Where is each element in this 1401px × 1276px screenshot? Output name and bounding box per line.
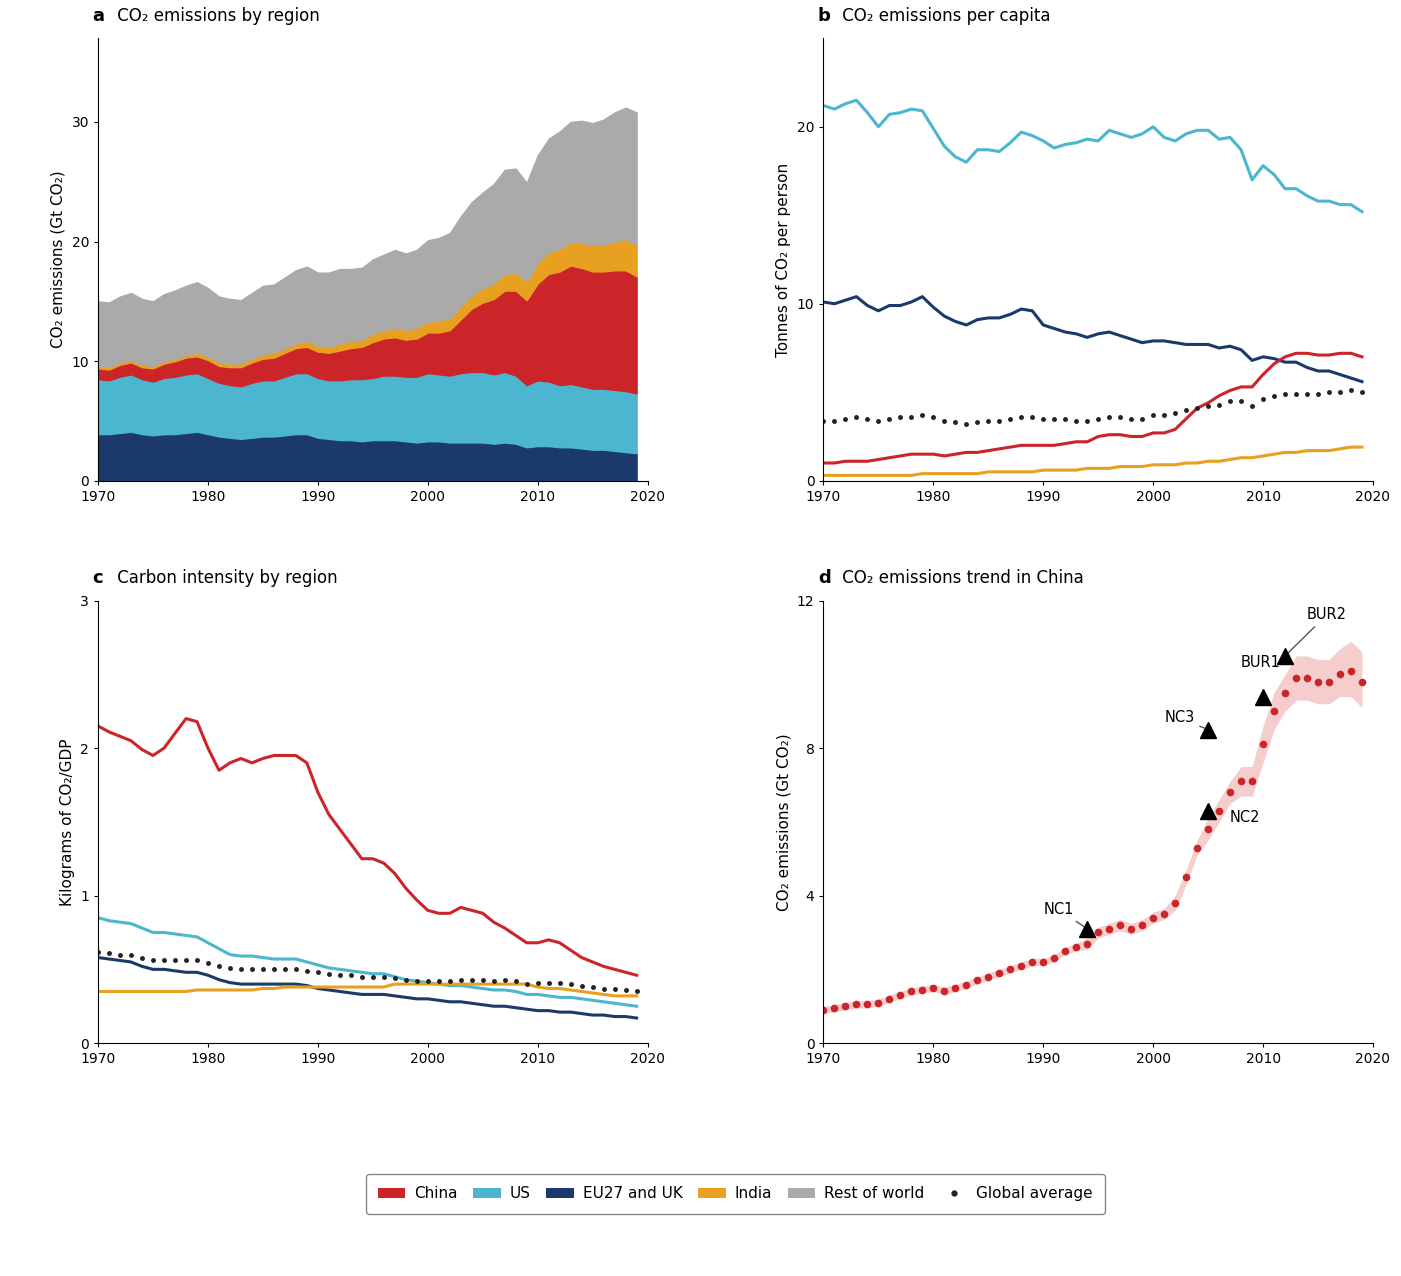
Y-axis label: CO₂ emissions (Gt CO₂): CO₂ emissions (Gt CO₂) bbox=[776, 732, 792, 911]
Text: NC2: NC2 bbox=[1230, 810, 1261, 824]
Y-axis label: Kilograms of CO₂/GDP: Kilograms of CO₂/GDP bbox=[60, 738, 74, 906]
Text: d: d bbox=[818, 569, 831, 587]
Text: b: b bbox=[818, 6, 831, 26]
Text: c: c bbox=[92, 569, 104, 587]
Text: a: a bbox=[92, 6, 105, 26]
Text: Carbon intensity by region: Carbon intensity by region bbox=[112, 569, 338, 587]
Text: NC1: NC1 bbox=[1044, 902, 1084, 928]
Text: BUR2: BUR2 bbox=[1288, 607, 1346, 655]
Text: CO₂ emissions by region: CO₂ emissions by region bbox=[112, 6, 319, 26]
Text: CO₂ emissions trend in China: CO₂ emissions trend in China bbox=[838, 569, 1084, 587]
Y-axis label: CO₂ emissions (Gt CO₂): CO₂ emissions (Gt CO₂) bbox=[50, 171, 66, 348]
Y-axis label: Tonnes of CO₂ per person: Tonnes of CO₂ per person bbox=[776, 162, 792, 356]
Legend: China, US, EU27 and UK, India, Rest of world, Global average: China, US, EU27 and UK, India, Rest of w… bbox=[366, 1174, 1105, 1213]
Text: BUR1: BUR1 bbox=[1241, 655, 1281, 670]
Text: CO₂ emissions per capita: CO₂ emissions per capita bbox=[838, 6, 1051, 26]
Text: NC3: NC3 bbox=[1164, 711, 1205, 729]
